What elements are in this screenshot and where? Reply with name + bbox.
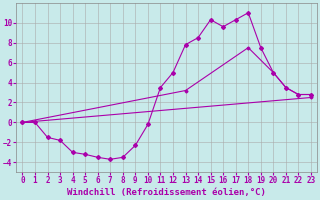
X-axis label: Windchill (Refroidissement éolien,°C): Windchill (Refroidissement éolien,°C) — [67, 188, 266, 197]
